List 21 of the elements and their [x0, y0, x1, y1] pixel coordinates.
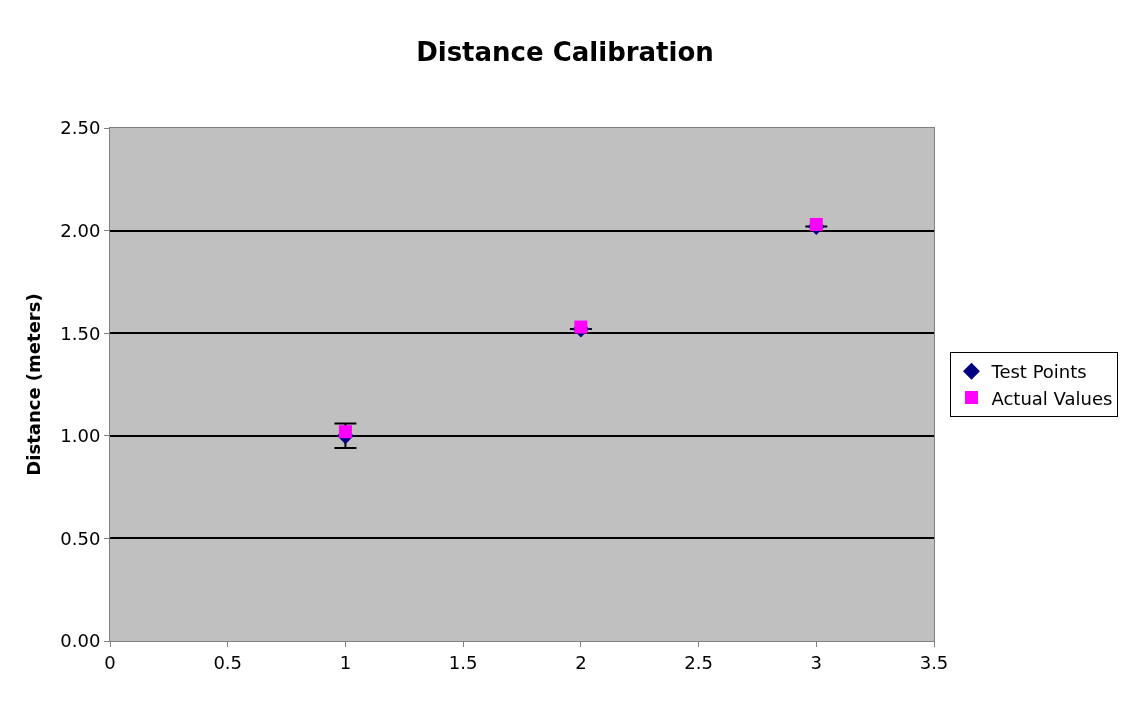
x-tick-label: 2	[575, 651, 587, 673]
x-tick-label: 3	[810, 651, 823, 673]
y-tick-label: 0.00	[60, 630, 101, 652]
y-tick-label: 0.50	[60, 527, 101, 549]
x-tick-label: 3.5	[919, 651, 949, 673]
point	[574, 320, 588, 334]
point	[338, 425, 352, 439]
x-tick-label: 1	[339, 651, 352, 673]
y-tick-label: 1.50	[60, 322, 101, 344]
x-tick-label: 1.5	[448, 651, 478, 673]
y-tick-label: 2.00	[60, 219, 101, 241]
y-tick-label: 2.50	[60, 117, 101, 139]
y-axis-title: Distance (meters)	[22, 293, 44, 476]
y-tick-label: 1.00	[60, 425, 101, 447]
legend-label: Actual Values	[991, 387, 1113, 409]
point	[809, 217, 823, 231]
x-tick-label: 0	[104, 651, 116, 673]
legend-label: Test Points	[990, 361, 1087, 383]
chart-title: Distance Calibration	[416, 36, 714, 67]
x-tick-label: 0.5	[213, 651, 243, 673]
x-tick-label: 2.5	[684, 651, 713, 673]
